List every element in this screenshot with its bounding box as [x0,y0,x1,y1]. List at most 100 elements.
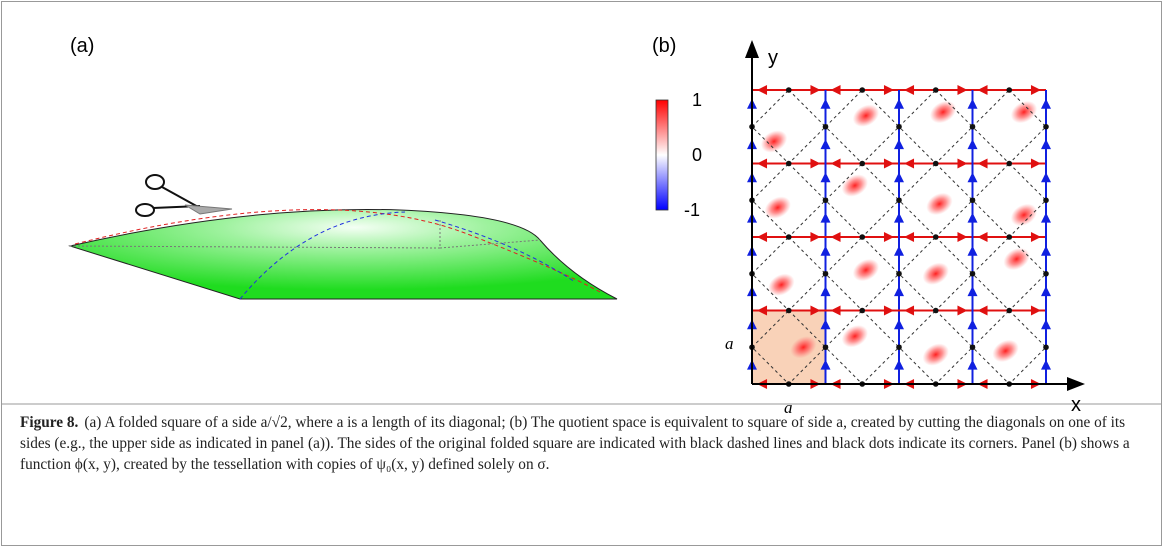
red-blob [926,192,953,216]
red-arrow [1030,305,1041,316]
corner-dot [785,160,792,167]
red-arrow [1030,85,1041,95]
panel-label: (b) [652,35,676,57]
red-arrow [830,85,841,95]
red-arrow [904,85,915,95]
corner-dot [896,270,902,277]
corner-dot [1043,197,1049,204]
corner-dot [969,123,976,130]
blue-arrow [967,172,978,183]
diamond [824,162,900,238]
red-arrow [810,85,821,95]
blue-arrow [1041,172,1051,183]
blue-arrow [1041,139,1051,150]
red-arrow [883,305,894,316]
corner-dot [822,344,829,351]
blue-arrow [820,286,831,297]
blue-arrow [1041,286,1051,297]
blue-arrow [820,359,831,370]
caption-label: Figure 8. [20,414,79,431]
side-label: a [784,398,793,417]
diamond [898,89,974,165]
blue-arrow [967,286,978,297]
red-blob [1010,100,1038,124]
caption: Figure 8. (a) A folded square of a side a… [20,412,1148,475]
blue-arrow [1041,98,1051,109]
corner-dot [859,87,866,93]
corner-dot [969,270,976,277]
blue-arrow [894,139,904,150]
corner-dot [859,307,866,314]
red-arrow [977,232,988,242]
red-arrow [757,305,768,316]
red-arrow [904,232,915,242]
red-blob [852,104,880,127]
red-arrow [883,232,894,242]
red-arrow [830,232,841,242]
red-arrow [977,305,988,316]
red-arrow [977,158,988,169]
red-blob [764,196,791,219]
corner-dot [1043,270,1049,277]
red-arrow [977,85,988,95]
red-blob [852,258,880,282]
red-arrow [883,85,894,95]
corner-dot [785,87,792,93]
red-arrow [957,305,968,316]
blue-arrow [894,172,904,183]
scissors-icon [135,174,233,217]
red-arrow [1030,232,1041,242]
blue-arrow [820,98,831,109]
corner-dot [932,160,939,167]
corner-dot [896,344,902,351]
blue-arrow [820,172,831,183]
corner-dot [932,234,939,240]
side-label: a [725,334,734,353]
corner-dot [785,234,792,240]
red-blob [841,325,869,348]
colorbar-tick-label: 1 [692,90,702,110]
red-blob [790,336,817,359]
x-axis-arrow [1067,377,1085,391]
corner-dot [1006,87,1013,93]
red-arrow [883,158,894,169]
blue-arrow [1041,359,1051,370]
red-arrow [957,85,968,95]
blue-arrow [894,98,904,109]
panel-label: (a) [70,35,94,57]
blue-arrow [967,139,978,150]
blue-arrow [820,319,831,330]
blue-arrow [967,245,978,256]
corner-dot [822,123,829,130]
blue-arrow [894,212,904,223]
red-blob [1003,247,1030,271]
red-arrow [904,158,915,169]
corner-dot [896,197,902,204]
blue-arrow [967,319,978,330]
red-arrow [1030,158,1041,169]
blue-arrow [894,245,904,256]
corner-dot [1006,234,1013,240]
corner-dot [969,197,976,204]
y-axis-arrow [745,40,759,58]
colorbar [655,99,669,211]
corner-dot [822,197,829,204]
red-arrow [757,158,768,169]
folded-square [68,208,618,300]
blue-arrow [1041,245,1051,256]
red-arrow [904,305,915,316]
red-blob [929,100,957,124]
blue-arrow [967,212,978,223]
corner-dot [1043,344,1049,351]
red-arrow [830,158,841,169]
fold-lines [69,220,541,249]
red-arrow [957,232,968,242]
corner-dot [859,234,866,240]
colorbar-tick-label: 0 [692,145,702,165]
blue-arrow [967,98,978,109]
corner-dot [785,307,792,314]
red-blob [760,130,788,153]
corner-dot [859,160,866,167]
diamond [751,89,827,165]
